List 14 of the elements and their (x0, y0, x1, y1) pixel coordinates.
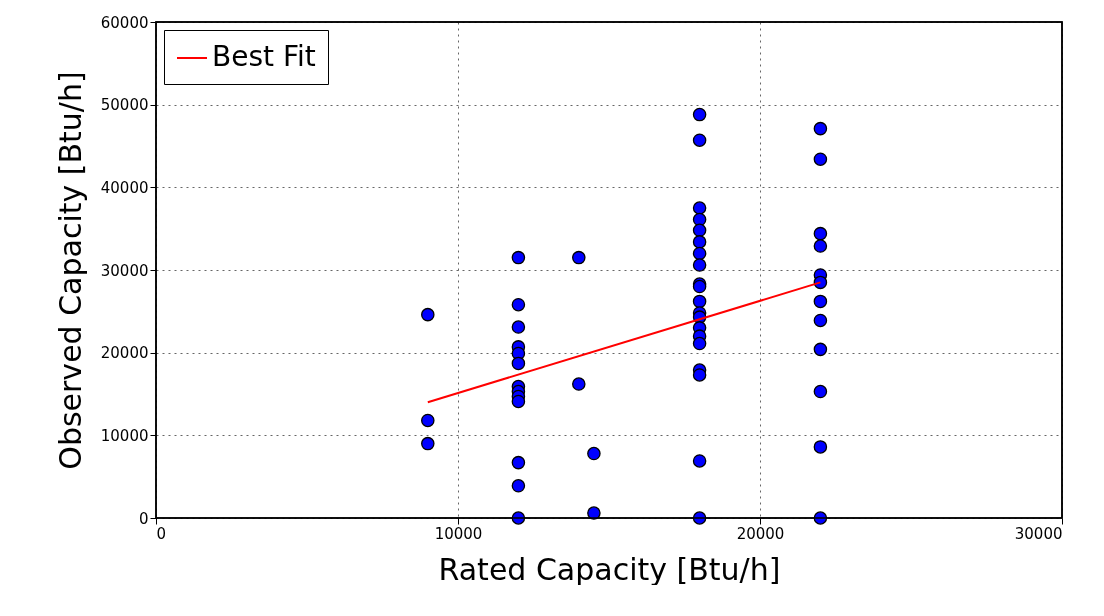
x-tick-label: 30000 (1014, 524, 1063, 543)
x-tick-label: 10000 (434, 524, 483, 543)
y-tick-label: 40000 (100, 178, 149, 197)
y-tick-label: 50000 (100, 96, 149, 115)
x-axis-title: Rated Capacity [Btu/h] (438, 551, 781, 587)
x-tick-label: 0 (156, 524, 167, 543)
y-axis-title: Observed Capacity [Btu/h] (52, 71, 88, 470)
y-tick-label: 0 (138, 509, 149, 528)
legend-label: Best Fit (212, 40, 316, 73)
x-tick-label: 20000 (736, 524, 785, 543)
y-tick-label: 10000 (100, 426, 149, 445)
y-tick-label: 20000 (100, 344, 149, 363)
y-tick-label: 60000 (100, 13, 149, 32)
y-tick-label: 30000 (100, 261, 149, 280)
